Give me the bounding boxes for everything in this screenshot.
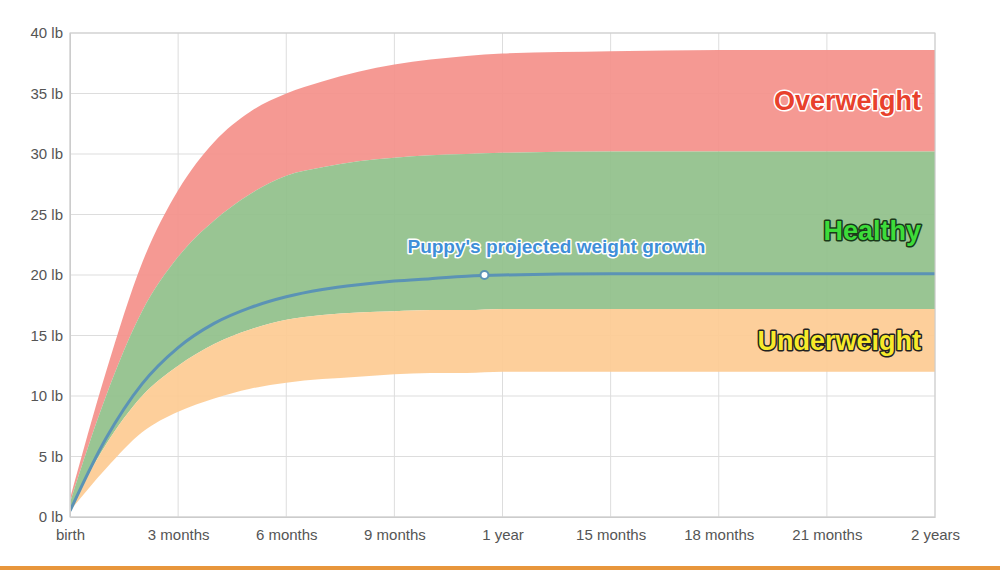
- y-axis-line: [70, 34, 71, 518]
- x-tick-label: birth: [56, 526, 85, 543]
- weight-line: [70, 274, 935, 511]
- band-label: Underweight: [757, 326, 921, 356]
- band-area: [70, 309, 935, 511]
- y-tick: 10 lb: [30, 387, 70, 404]
- y-tick-label: 40 lb: [30, 24, 63, 41]
- band-label: Healthy: [823, 216, 921, 246]
- y-tick-label: 0 lb: [39, 508, 63, 525]
- y-tick-label: 10 lb: [30, 387, 63, 404]
- y-tick-label: 35 lb: [30, 85, 63, 102]
- x-tick: 15 months: [576, 517, 646, 543]
- x-tick: 6 months: [256, 517, 318, 543]
- labels: Overweight Healthy Underweight Puppy's proj…: [407, 86, 921, 356]
- y-tick: 35 lb: [30, 85, 70, 102]
- y-axis: 0 lb 5 lb 10 lb 15 lb 20 lb 25 lb 30 lb 35 lb 40…: [30, 24, 70, 525]
- x-tick-label: 21 months: [792, 526, 862, 543]
- x-tick: 18 months: [684, 517, 754, 543]
- x-tick: 3 months: [148, 517, 210, 543]
- y-tick-label: 25 lb: [30, 206, 63, 223]
- x-tick: 9 months: [364, 517, 426, 543]
- plot-frame: [70, 33, 935, 517]
- band-label: Overweight: [774, 86, 921, 116]
- y-tick-label: 5 lb: [39, 448, 63, 465]
- annotation-label: Puppy's projected weight growth: [407, 236, 705, 257]
- x-tick-label: 2 years: [911, 526, 960, 543]
- x-axis-line: [71, 517, 936, 518]
- x-tick-label: 6 months: [256, 526, 318, 543]
- plot-area: [70, 50, 935, 511]
- x-tick-label: 9 months: [364, 526, 426, 543]
- x-tick: 21 months: [792, 517, 862, 543]
- x-tick: birth: [56, 517, 85, 543]
- y-tick-label: 30 lb: [30, 145, 63, 162]
- x-tick: 1 year: [482, 517, 524, 543]
- y-tick: 0 lb: [39, 508, 70, 525]
- page-rule: [0, 566, 1000, 570]
- y-tick: 25 lb: [30, 206, 70, 223]
- x-tick-label: 15 months: [576, 526, 646, 543]
- grid: [70, 33, 935, 517]
- x-axis: birth 3 months 6 months 9 months 1 year 15 mo…: [56, 517, 960, 543]
- y-tick-label: 20 lb: [30, 266, 63, 283]
- y-tick: 5 lb: [39, 448, 70, 465]
- chart: 0 lb 5 lb 10 lb 15 lb 20 lb 25 lb 30 lb 35 lb 40…: [0, 0, 1000, 570]
- x-tick-label: 1 year: [482, 526, 524, 543]
- x-tick: 2 years: [911, 517, 960, 543]
- y-tick-label: 15 lb: [30, 327, 63, 344]
- y-tick: 40 lb: [30, 24, 70, 41]
- x-tick-label: 3 months: [148, 526, 210, 543]
- y-tick: 30 lb: [30, 145, 70, 162]
- y-tick: 20 lb: [30, 266, 70, 283]
- y-tick: 15 lb: [30, 327, 70, 344]
- x-tick-label: 18 months: [684, 526, 754, 543]
- annotation-point: [480, 271, 488, 279]
